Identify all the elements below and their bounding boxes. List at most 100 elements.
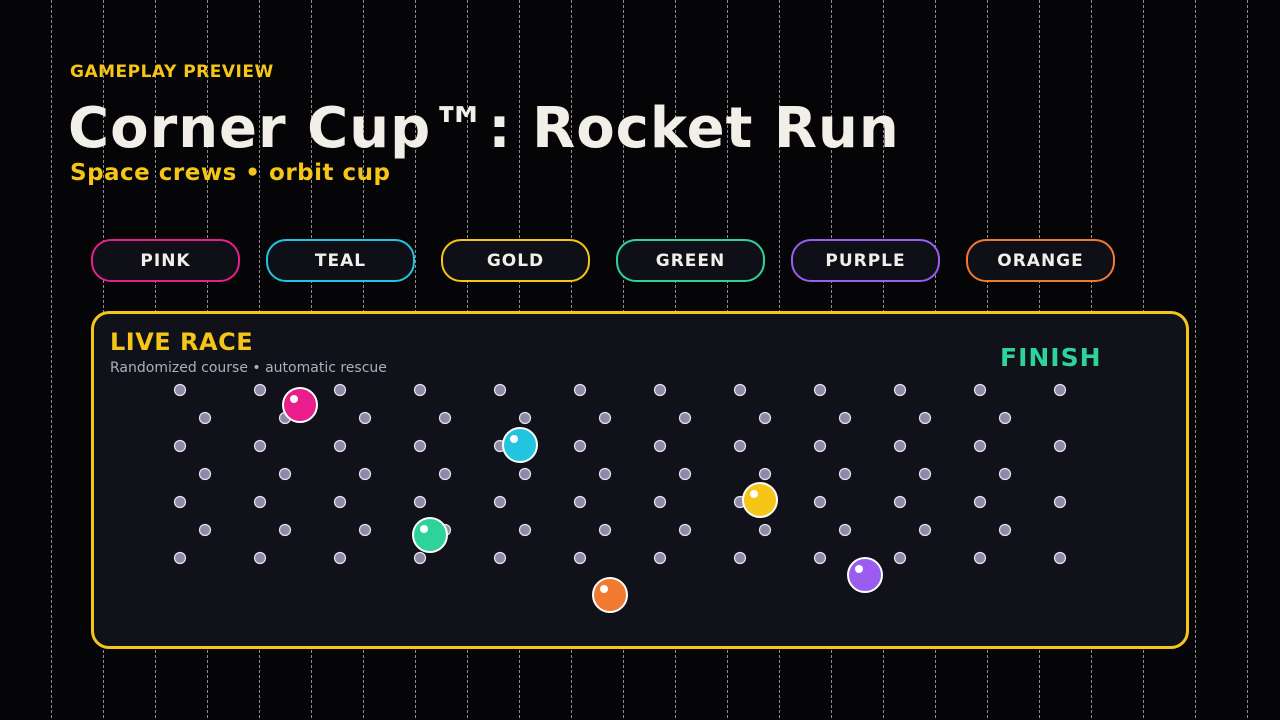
ball-shine [510,435,518,443]
ball [592,577,628,613]
ball [412,517,448,553]
peg [173,495,187,509]
peg [653,551,667,565]
peg [518,467,532,481]
peg [653,439,667,453]
peg [838,523,852,537]
peg [358,411,372,425]
peg [893,495,907,509]
peg [653,495,667,509]
peg [838,411,852,425]
peg [413,495,427,509]
peg [813,439,827,453]
ball [847,557,883,593]
team-chip[interactable]: GREEN [616,239,765,282]
peg [413,383,427,397]
ball-shine [420,525,428,533]
ball [742,482,778,518]
peg [758,411,772,425]
peg [518,411,532,425]
peg [598,467,612,481]
peg [893,383,907,397]
peg [1053,383,1067,397]
peg [253,551,267,565]
peg [573,551,587,565]
peg [813,495,827,509]
peg [493,551,507,565]
peg [653,383,667,397]
game-title: Corner Cup™: Rocket Run [68,96,900,161]
peg [813,383,827,397]
race-subtitle: Randomized course • automatic rescue [110,360,387,376]
peg [413,551,427,565]
peg [733,383,747,397]
peg [173,439,187,453]
team-chip[interactable]: PINK [91,239,240,282]
peg [173,383,187,397]
peg [998,411,1012,425]
peg [918,467,932,481]
peg [438,411,452,425]
peg [758,523,772,537]
ball-shine [855,565,863,573]
peg [998,467,1012,481]
peg [918,411,932,425]
ball [282,387,318,423]
peg [1053,495,1067,509]
peg [893,439,907,453]
race-title: LIVE RACE [110,328,254,356]
peg [1053,551,1067,565]
peg [358,467,372,481]
peg [358,523,372,537]
finish-label: FINISH [1000,343,1102,372]
peg [1053,439,1067,453]
peg [598,411,612,425]
peg [733,439,747,453]
peg [333,383,347,397]
ball-shine [750,490,758,498]
team-chip[interactable]: TEAL [266,239,415,282]
peg [173,551,187,565]
peg [413,439,427,453]
peg [573,495,587,509]
ball [502,427,538,463]
peg [973,439,987,453]
peg [973,383,987,397]
eyebrow: GAMEPLAY PREVIEW [70,62,274,82]
peg [573,383,587,397]
peg [493,495,507,509]
peg [278,467,292,481]
peg [253,439,267,453]
peg [518,523,532,537]
peg [573,439,587,453]
peg [998,523,1012,537]
peg [973,551,987,565]
peg [893,551,907,565]
peg [198,523,212,537]
peg [918,523,932,537]
peg [733,551,747,565]
peg [678,467,692,481]
peg [333,439,347,453]
peg [838,467,852,481]
peg [758,467,772,481]
peg [973,495,987,509]
team-chip[interactable]: PURPLE [791,239,940,282]
team-chip[interactable]: ORANGE [966,239,1115,282]
peg [333,551,347,565]
ball-shine [600,585,608,593]
peg [813,551,827,565]
peg [678,523,692,537]
peg [198,467,212,481]
peg [493,383,507,397]
peg [278,523,292,537]
peg [598,523,612,537]
team-chip[interactable]: GOLD [441,239,590,282]
game-subtitle: Space crews • orbit cup [70,160,391,186]
peg [333,495,347,509]
ball-shine [290,395,298,403]
peg [253,383,267,397]
peg [438,467,452,481]
